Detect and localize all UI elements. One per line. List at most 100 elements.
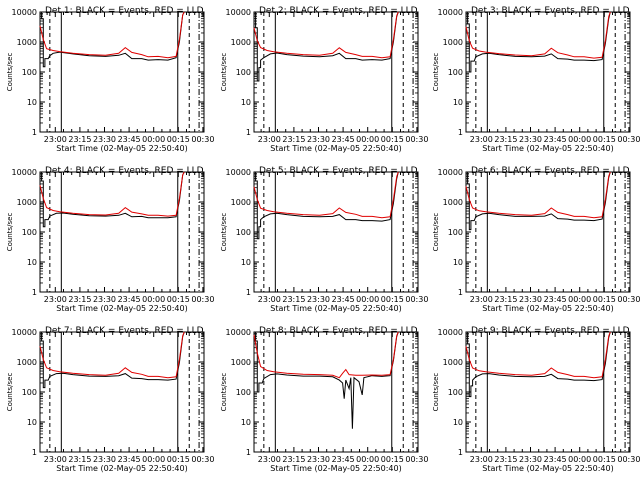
x-tick-label: 23:00 — [470, 295, 493, 304]
x-axis-label: Start Time (02-May-05 22:50:40) — [270, 304, 401, 313]
plot-frame — [253, 171, 419, 293]
x-tick-label: 00:00 — [356, 295, 379, 304]
x-tick-label: 00:15 — [381, 135, 404, 144]
plot-frame — [465, 11, 631, 133]
x-tick-label: 00:30 — [405, 135, 428, 144]
x-tick-label: 00:30 — [617, 295, 640, 304]
lld-series-line — [253, 331, 399, 379]
x-tick-label: 23:45 — [544, 295, 567, 304]
x-tick-label: 00:30 — [617, 135, 640, 144]
x-tick-label: 00:00 — [142, 455, 165, 464]
x-tick-label: 23:30 — [519, 455, 542, 464]
x-tick-label: 23:45 — [118, 295, 141, 304]
panel-det-2: 1 10 100 1000 10000 23:00 23:15 23:30 23:45 00:00… — [220, 6, 428, 153]
y-tick-label: 1 — [246, 288, 251, 297]
x-tick-label: 23:00 — [44, 295, 67, 304]
x-tick-label: 00:15 — [167, 455, 190, 464]
x-tick-label: 23:30 — [93, 135, 116, 144]
x-tick-label: 23:15 — [494, 295, 517, 304]
x-tick-label: 00:00 — [142, 135, 165, 144]
x-tick-label: 23:15 — [494, 135, 517, 144]
y-tick-label: 1 — [32, 288, 37, 297]
y-tick-label: 10000 — [226, 168, 251, 177]
x-tick-label: 00:30 — [191, 455, 214, 464]
panel-title: Det 3: BLACK = Events, RED = LLD — [471, 6, 630, 16]
x-tick-label: 23:30 — [307, 135, 330, 144]
y-axis-label: Counts/sec — [220, 53, 228, 92]
y-tick-label: 1000 — [17, 198, 37, 207]
plot-frame — [253, 331, 419, 453]
x-axis-label: Start Time (02-May-05 22:50:40) — [482, 304, 613, 313]
x-tick-label: 23:30 — [93, 455, 116, 464]
lld-series-line — [465, 331, 611, 379]
events-series-line — [466, 171, 611, 231]
y-tick-label: 10000 — [226, 8, 251, 17]
panel-title: Det 4: BLACK = Events, RED = LLD — [45, 166, 204, 176]
x-tick-label: 23:30 — [93, 295, 116, 304]
panel-title: Det 9: BLACK = Events, RED = LLD — [471, 326, 630, 336]
x-tick-label: 23:45 — [332, 295, 355, 304]
x-tick-label: 23:15 — [68, 295, 91, 304]
y-axis-label: Counts/sec — [432, 213, 440, 252]
events-series-line — [254, 171, 399, 240]
x-tick-label: 23:30 — [519, 135, 542, 144]
lld-series-line — [39, 11, 185, 59]
y-tick-label: 10 — [27, 98, 37, 107]
y-tick-label: 100 — [236, 388, 251, 397]
x-axis-label: Start Time (02-May-05 22:50:40) — [56, 304, 187, 313]
x-tick-label: 23:00 — [258, 135, 281, 144]
y-tick-label: 10 — [453, 418, 463, 427]
lld-series-line — [253, 11, 399, 59]
events-series-line — [466, 11, 611, 73]
events-series-line — [466, 331, 611, 398]
y-axis-label: Counts/sec — [6, 53, 14, 92]
x-tick-label: 23:00 — [470, 135, 493, 144]
x-tick-label: 00:30 — [191, 295, 214, 304]
x-tick-label: 23:00 — [258, 295, 281, 304]
panel-det-5: 1 10 100 1000 10000 23:00 23:15 23:30 23:45 00:00… — [220, 166, 428, 313]
x-tick-label: 00:15 — [381, 295, 404, 304]
y-tick-label: 10000 — [438, 8, 463, 17]
panel-det-6: 1 10 100 1000 10000 23:00 23:15 23:30 23:45 00:00… — [432, 166, 640, 313]
y-axis-label: Counts/sec — [6, 373, 14, 412]
y-axis-label: Counts/sec — [432, 373, 440, 412]
x-axis-label: Start Time (02-May-05 22:50:40) — [56, 144, 187, 153]
x-tick-label: 23:45 — [118, 135, 141, 144]
events-series-line — [40, 331, 185, 389]
panel-title: Det 2: BLACK = Events, RED = LLD — [259, 6, 418, 16]
plot-frame — [39, 171, 205, 293]
y-tick-label: 10 — [453, 98, 463, 107]
y-tick-label: 1000 — [443, 358, 463, 367]
panel-title: Det 8: BLACK = Events, RED = LLD — [259, 326, 418, 336]
events-series-line — [40, 171, 185, 228]
x-tick-label: 23:45 — [544, 135, 567, 144]
y-tick-label: 10 — [241, 258, 251, 267]
y-tick-label: 1 — [458, 288, 463, 297]
y-tick-label: 1000 — [231, 198, 251, 207]
x-tick-label: 23:30 — [307, 455, 330, 464]
panel-det-1: 1 10 100 1000 10000 23:00 23:15 23:30 23:45 00:00… — [6, 6, 214, 153]
plot-frame — [253, 11, 419, 133]
x-tick-label: 00:15 — [593, 135, 616, 144]
x-tick-label: 00:15 — [167, 135, 190, 144]
panel-det-8: 1 10 100 1000 10000 23:00 23:15 23:30 23:45 00:00… — [220, 326, 428, 473]
x-tick-label: 23:00 — [258, 455, 281, 464]
x-tick-label: 00:15 — [593, 455, 616, 464]
y-tick-label: 10 — [241, 98, 251, 107]
y-tick-label: 100 — [22, 228, 37, 237]
plot-frame — [465, 331, 631, 453]
x-axis-label: Start Time (02-May-05 22:50:40) — [270, 144, 401, 153]
y-tick-label: 100 — [448, 388, 463, 397]
x-tick-label: 23:45 — [332, 135, 355, 144]
y-axis-label: Counts/sec — [220, 213, 228, 252]
x-tick-label: 00:15 — [167, 295, 190, 304]
x-tick-label: 00:00 — [142, 295, 165, 304]
panel-det-7: 1 10 100 1000 10000 23:00 23:15 23:30 23:45 00:00… — [6, 326, 214, 473]
x-tick-label: 23:30 — [307, 295, 330, 304]
x-axis-label: Start Time (02-May-05 22:50:40) — [270, 464, 401, 473]
y-tick-label: 1 — [32, 448, 37, 457]
plot-frame — [465, 171, 631, 293]
y-tick-label: 100 — [448, 228, 463, 237]
y-tick-label: 10000 — [226, 328, 251, 337]
x-tick-label: 00:00 — [568, 455, 591, 464]
